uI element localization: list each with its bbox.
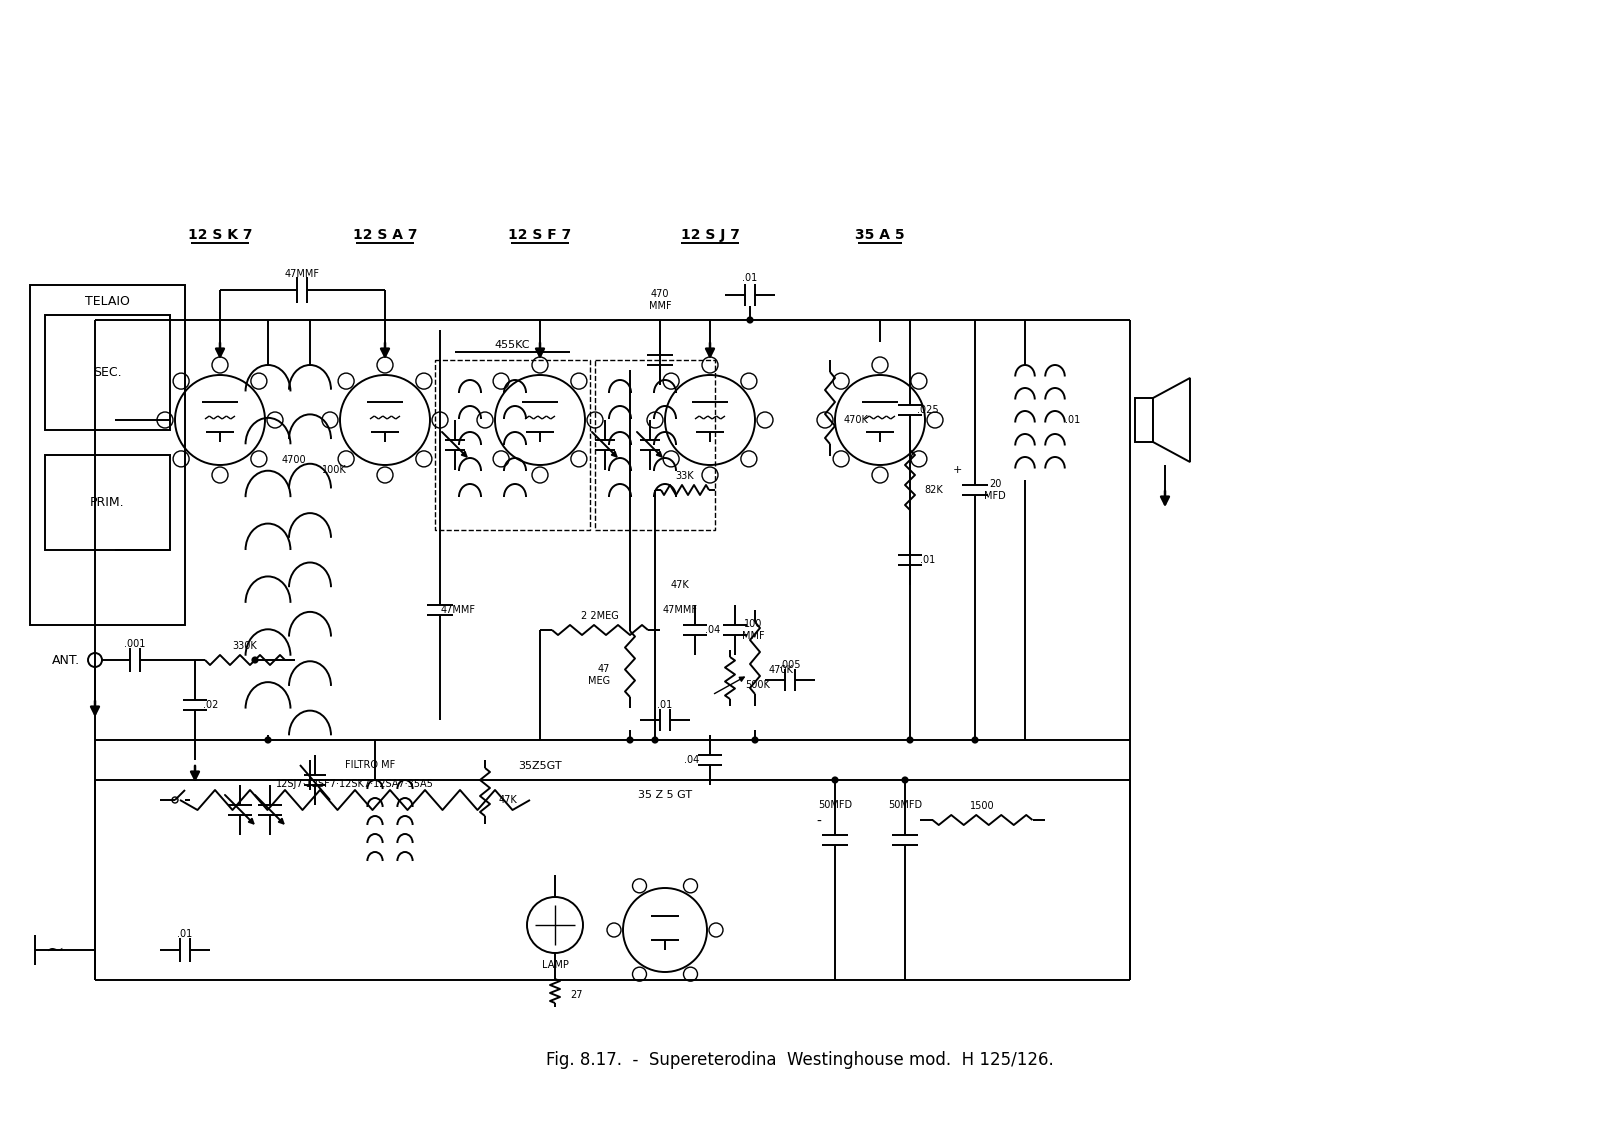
Circle shape [752, 736, 758, 743]
Text: .02: .02 [203, 700, 219, 710]
Text: 2 2MEG: 2 2MEG [581, 611, 619, 621]
Text: .01: .01 [920, 555, 936, 566]
Text: 1500: 1500 [970, 801, 994, 811]
Text: 455KC: 455KC [494, 340, 530, 349]
Text: ANT.: ANT. [51, 654, 80, 666]
Text: -: - [816, 815, 821, 829]
Text: 100K: 100K [322, 465, 347, 475]
Text: 33K: 33K [675, 470, 694, 481]
Circle shape [264, 736, 272, 743]
Text: 47
MEG: 47 MEG [587, 664, 610, 685]
Text: 35 A 5: 35 A 5 [854, 228, 906, 242]
Text: .01: .01 [658, 700, 672, 710]
Text: 82K: 82K [925, 485, 942, 495]
Text: .01: .01 [742, 273, 758, 283]
Text: SEC.: SEC. [93, 365, 122, 379]
Text: 470
MMF: 470 MMF [648, 290, 672, 311]
Text: 330K: 330K [232, 641, 258, 651]
Text: 470K: 470K [770, 665, 794, 675]
Text: 500K: 500K [746, 680, 770, 690]
Bar [1134, 398, 1154, 442]
Circle shape [627, 736, 634, 743]
Text: ~: ~ [46, 940, 64, 960]
Text: 12 S A 7: 12 S A 7 [352, 228, 418, 242]
Text: Fig. 8.17.  -  Supereterodina  Westinghouse mod.  H 125/126.: Fig. 8.17. - Supereterodina Westinghouse… [546, 1051, 1054, 1069]
Text: 470K: 470K [845, 415, 869, 425]
Text: FILTRO MF: FILTRO MF [346, 760, 395, 770]
Bar [595, 360, 715, 530]
Text: .025: .025 [917, 405, 939, 415]
Text: .04: .04 [706, 625, 720, 634]
Polygon shape [1154, 378, 1190, 461]
Text: PRIM.: PRIM. [90, 495, 125, 509]
Text: 35Z5GT: 35Z5GT [518, 761, 562, 771]
Bar [45, 455, 170, 550]
Text: 100
MMF: 100 MMF [742, 619, 765, 641]
Text: 20
MFD: 20 MFD [984, 480, 1006, 501]
Circle shape [907, 736, 914, 743]
Text: 12 S J 7: 12 S J 7 [680, 228, 739, 242]
Text: 12SJ7·12SF7·12SK7·12SA7·35A5: 12SJ7·12SF7·12SK7·12SA7·35A5 [277, 779, 434, 789]
Text: 12 S K 7: 12 S K 7 [187, 228, 253, 242]
Circle shape [832, 777, 838, 784]
Circle shape [251, 656, 259, 664]
Text: 47K: 47K [670, 580, 690, 590]
Text: 47MMF: 47MMF [662, 605, 698, 615]
Bar [30, 285, 186, 625]
Text: .005: .005 [779, 661, 800, 670]
Text: 47K: 47K [499, 795, 518, 805]
Circle shape [901, 777, 909, 784]
Text: .01: .01 [178, 929, 192, 939]
Circle shape [971, 736, 979, 743]
Text: 4700: 4700 [282, 455, 307, 465]
Text: 35 Z 5 GT: 35 Z 5 GT [638, 789, 693, 800]
Text: 50MFD: 50MFD [888, 800, 922, 810]
Text: 47MMF: 47MMF [285, 269, 320, 279]
Text: TELAIO: TELAIO [85, 295, 130, 308]
Circle shape [747, 317, 754, 323]
Text: +: + [952, 465, 962, 475]
Text: .04: .04 [685, 756, 699, 765]
Bar [435, 360, 590, 530]
Text: 27: 27 [570, 990, 582, 1000]
Text: 47MMF: 47MMF [440, 605, 475, 615]
Text: 50MFD: 50MFD [818, 800, 853, 810]
Circle shape [651, 736, 659, 743]
Text: .001: .001 [125, 639, 146, 649]
Text: LAMP: LAMP [541, 960, 568, 970]
Text: 12 S F 7: 12 S F 7 [509, 228, 571, 242]
Bar [45, 316, 170, 430]
Text: .01: .01 [1066, 415, 1080, 425]
